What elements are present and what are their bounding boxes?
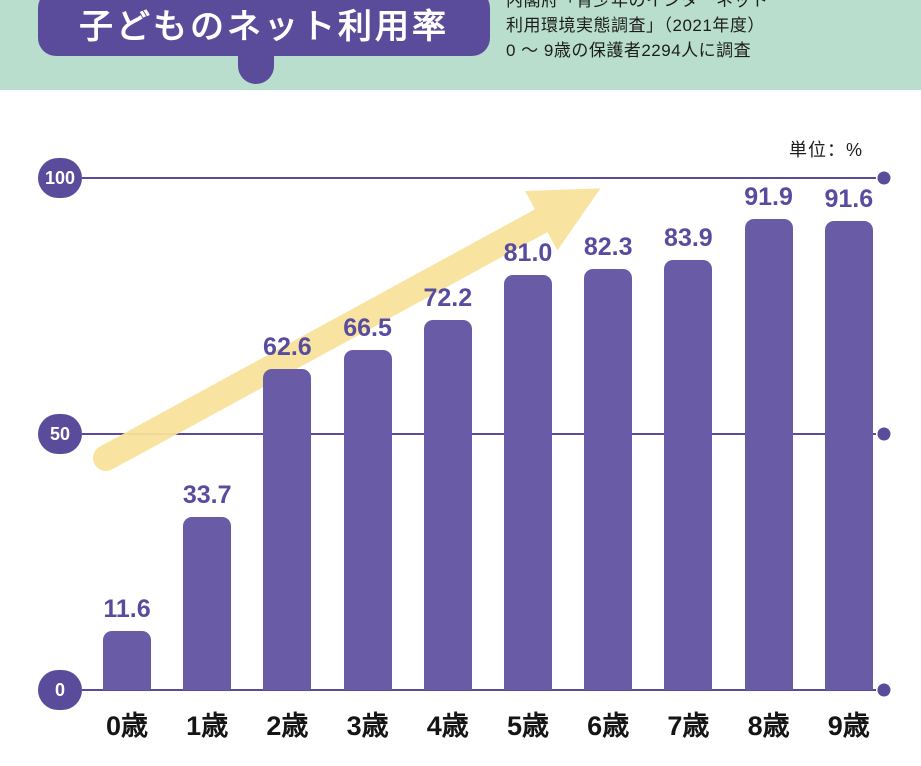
bar [744, 219, 793, 690]
x-axis-label: 5歳 [506, 711, 550, 741]
source-line-1: 内閣府「青少年のインターネット [506, 0, 769, 10]
bar-value-label: 83.9 [664, 224, 713, 253]
bar-value-label: 11.6 [103, 594, 151, 623]
x-axis-label: 8歳 [747, 711, 790, 741]
source-line-2: 利用環境実態調査」（2021年度） [506, 16, 765, 35]
grid-line [82, 433, 876, 435]
bar [343, 349, 392, 690]
bar [824, 221, 873, 690]
bar-value-label: 72.2 [423, 284, 473, 313]
bar [504, 275, 552, 690]
bar [183, 517, 232, 690]
bar-value-label: 66.5 [343, 313, 392, 342]
bar [584, 268, 633, 690]
grid-line [82, 689, 876, 691]
grid-line [82, 177, 876, 179]
y-axis-tick: 50 [38, 414, 82, 454]
bar [263, 369, 312, 690]
source-note: 内閣府「青少年のインターネット 利用環境実態調査」（2021年度） 0 〜 9歳… [506, 0, 769, 63]
y-axis-tick: 100 [38, 158, 82, 198]
bar-value-label: 82.3 [583, 232, 633, 261]
unit-label: 単位：% [788, 140, 863, 160]
x-axis-label: 7歳 [667, 711, 710, 741]
bar [664, 260, 713, 690]
bar-value-label: 62.6 [263, 333, 312, 362]
bar-value-label: 81.0 [503, 239, 553, 268]
source-line-3: 0 〜 9歳の保護者2294人に調査 [506, 41, 752, 60]
x-axis-label: 4歳 [426, 711, 469, 741]
x-axis-label: 6歳 [587, 711, 630, 741]
bar-value-label: 33.7 [182, 481, 232, 510]
x-axis-label: 2歳 [266, 711, 309, 741]
x-axis-label: 0歳 [105, 711, 149, 741]
bar [103, 630, 151, 690]
y-axis-tick: 0 [38, 670, 82, 710]
x-axis-label: 9歳 [827, 711, 870, 741]
grid-end-dot [877, 427, 891, 441]
grid-end-dot [877, 171, 891, 185]
x-axis-label: 1歳 [186, 711, 229, 741]
bar [423, 320, 472, 690]
grid-end-dot [877, 683, 891, 697]
bar-value-label: 91.6 [824, 185, 874, 213]
x-axis-label: 3歳 [346, 711, 389, 741]
page-title: 子どものネット利用率 [38, 0, 490, 56]
bar-value-label: 91.9 [744, 183, 793, 212]
